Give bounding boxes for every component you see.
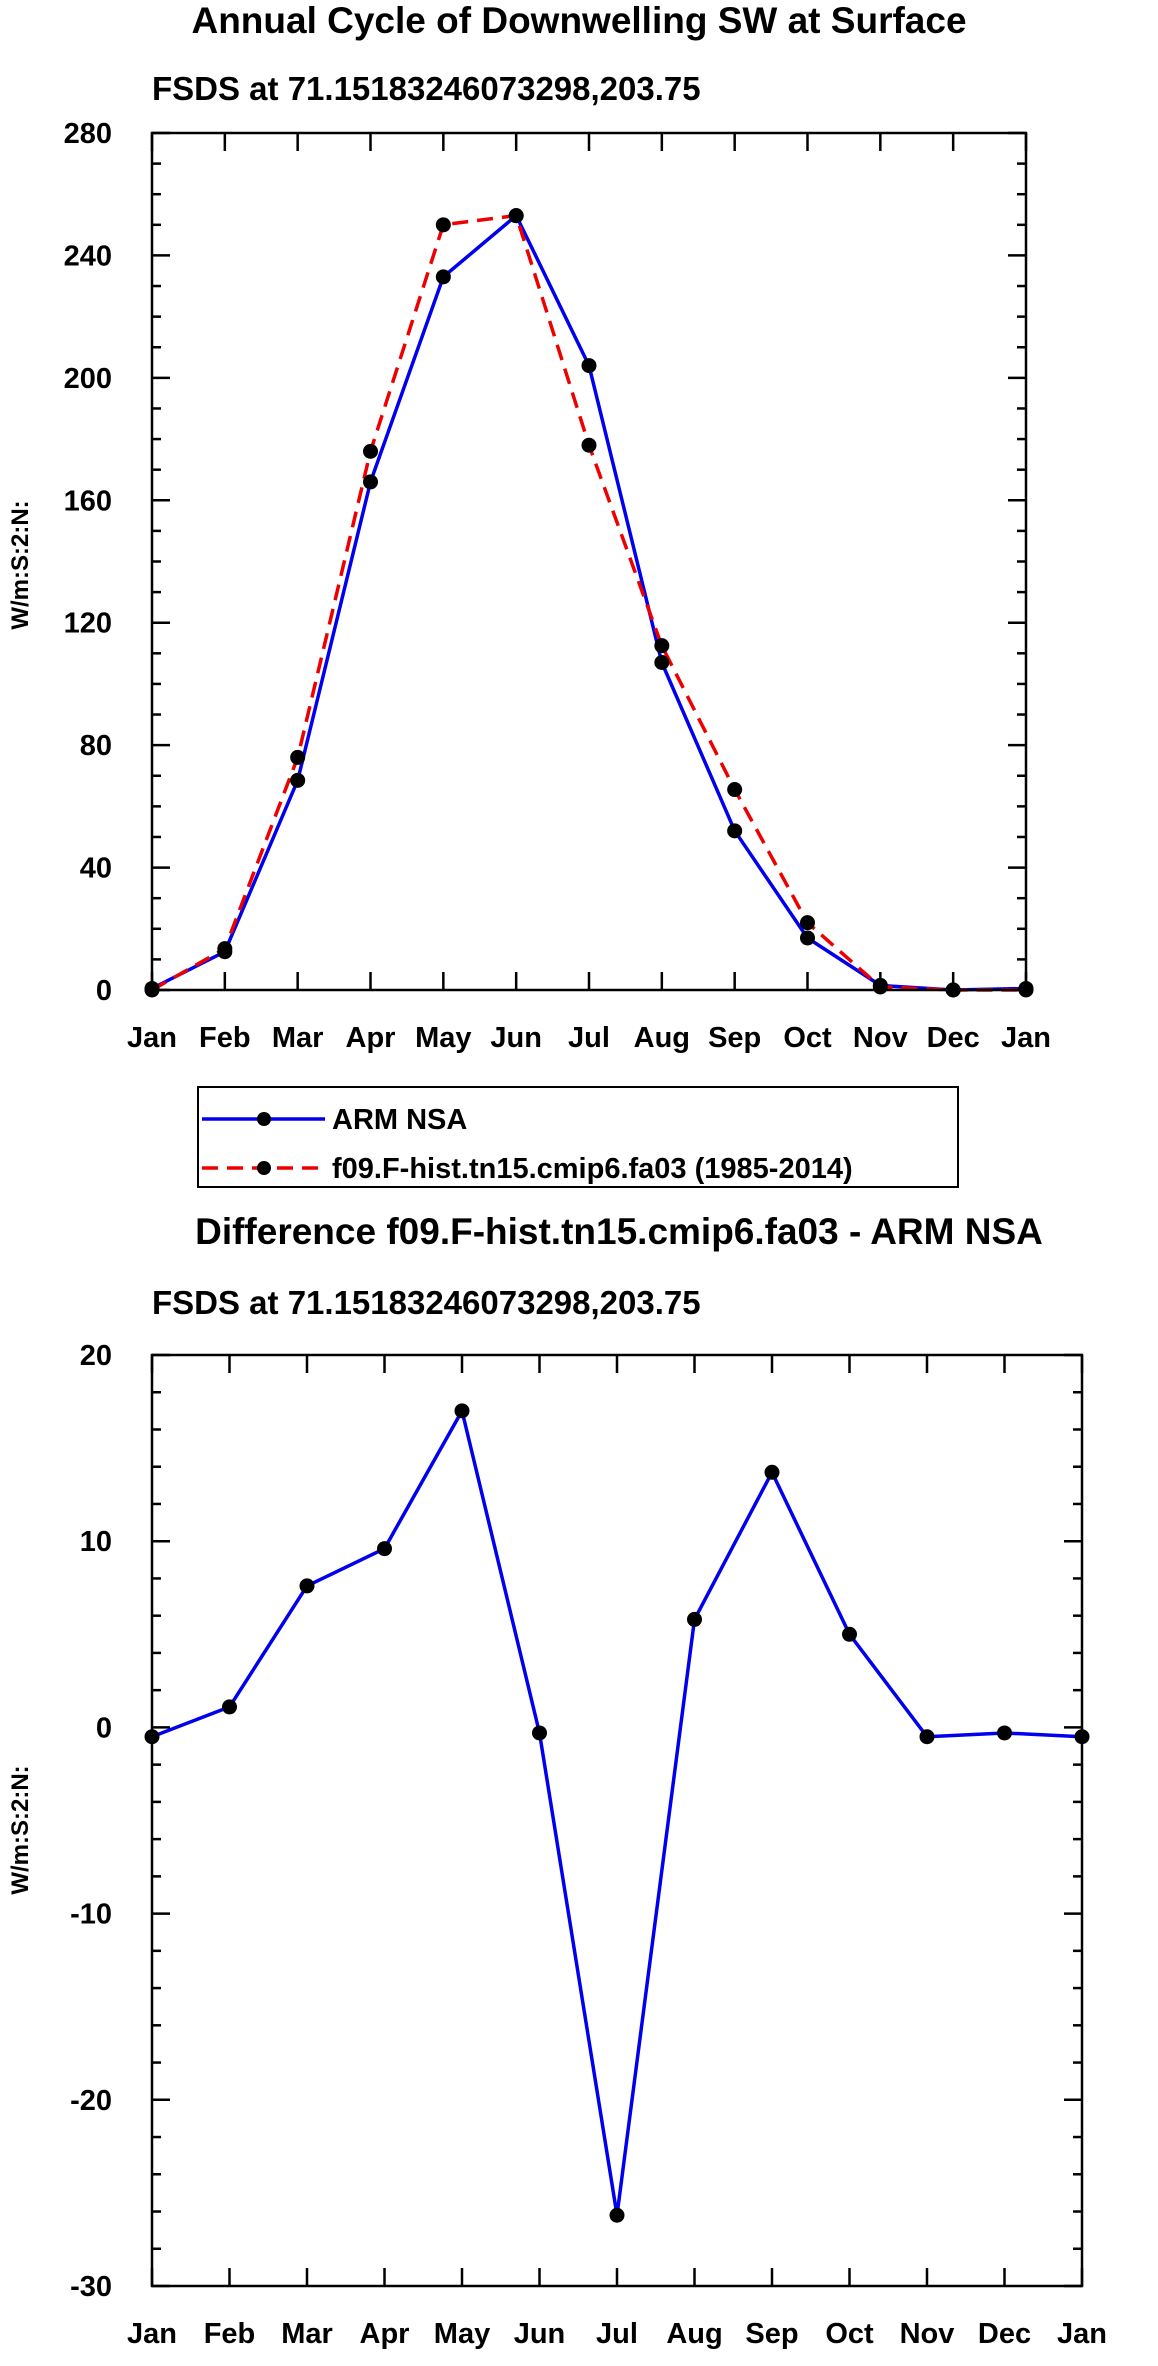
chart-1-series-1-point (290, 772, 306, 788)
chart-1-series-2-point (800, 915, 815, 931)
chart-2-x-tick-label: Dec (978, 2318, 1031, 2350)
chart-1-series-1-point (800, 930, 815, 946)
chart-1-title: Annual Cycle of Downwelling SW at Surfac… (191, 0, 966, 41)
chart-1-series-2-point (654, 638, 670, 654)
chart-2-series-1-point (454, 1403, 470, 1419)
chart-2-x-tick-label: May (434, 2318, 490, 2350)
chart-2-x-tick-label: Jan (1057, 2318, 1107, 2350)
chart-1-x-tick-label: Mar (272, 1022, 324, 1054)
chart-1-series-2-point (363, 443, 378, 459)
chart-1-y-axis-label: W/m:S:2:N: (7, 500, 34, 629)
chart-1-y-tick-labels: 0 40 80 120 160 200 240 280 (64, 118, 112, 1007)
chart-2-y-axis-label: W/m:S:2:N: (7, 1765, 34, 1894)
legend-marker-arm-nsa (257, 1112, 271, 1126)
chart-1-x-tick-label: Jan (1001, 1022, 1051, 1054)
legend-label-model: f09.F-hist.tn15.cmip6.fa03 (1985-2014) (332, 1153, 853, 1185)
chart-2-x-tick-label: Oct (825, 2318, 874, 2350)
chart-1-legend: ARM NSA f09.F-hist.tn15.cmip6.fa03 (1985… (197, 1086, 959, 1188)
chart-1-x-tick-label: Apr (346, 1022, 396, 1054)
legend-marker-model (257, 1161, 271, 1175)
chart-1-series-2-point (508, 208, 524, 224)
chart-1-series-2-point (727, 782, 743, 798)
chart-2-x-tick-label: Feb (204, 2318, 256, 2350)
chart-1-y-tick-label: 120 (64, 608, 112, 640)
chart-1-series-line-2 (151, 213, 1026, 992)
chart-2-y-tick-label: 0 (96, 1712, 112, 1744)
chart-2-series-1-point (842, 1626, 857, 1642)
chart-1-series-1-point (363, 474, 378, 490)
chart-2-series-1-point (687, 1611, 702, 1627)
chart-2-series-1-point (222, 1699, 237, 1715)
chart-1-x-tick-label: Aug (634, 1022, 690, 1054)
chart-2-y-tick-label: -30 (70, 2271, 112, 2303)
chart-1-series-2-point (581, 437, 597, 453)
legend-box (197, 1086, 959, 1188)
chart-2-x-tick-label: Aug (666, 2318, 722, 2350)
chart-2: Difference f09.F-hist.tn15.cmip6.fa03 - … (7, 1211, 1107, 2350)
chart-1-y-tick-label: 40 (80, 853, 112, 885)
chart-1-series-line-1 (151, 213, 1027, 992)
chart-2-plot-frame (150, 1353, 1084, 2288)
chart-1-x-tick-label: Sep (708, 1022, 761, 1054)
chart-1-y-tick-label: 160 (64, 485, 112, 517)
chart-1-x-tick-label: Jul (568, 1022, 610, 1054)
chart-1-series-2-point (217, 941, 233, 957)
legend-label-arm-nsa: ARM NSA (332, 1104, 467, 1136)
chart-1-series-1-point (654, 655, 670, 671)
chart-1-series-1-point (581, 358, 597, 374)
chart-2-x-tick-label: Nov (900, 2318, 955, 2350)
chart-2-x-tick-label: Jun (514, 2318, 566, 2350)
chart-2-x-tick-label: Apr (360, 2318, 410, 2350)
chart-1-series (144, 208, 1034, 998)
chart-1-plot-frame (150, 131, 1028, 992)
chart-2-y-tick-label: 20 (80, 1340, 112, 1372)
chart-2-series-1-point (377, 1541, 392, 1557)
chart-2-x-tick-label: Jul (596, 2318, 638, 2350)
chart-2-y-tick-label: -10 (70, 1899, 112, 1931)
chart-1-x-tick-label: Jun (490, 1022, 542, 1054)
chart-2-series-line-1 (151, 1409, 1083, 2217)
chart-1-x-tick-label: May (415, 1022, 471, 1054)
chart-2-series-1-point (299, 1578, 315, 1594)
chart-1: Annual Cycle of Downwelling SW at Surfac… (7, 0, 1051, 1188)
chart-1-series-2-point (435, 217, 451, 233)
chart-1-x-tick-label: Nov (853, 1022, 908, 1054)
chart-2-title: Difference f09.F-hist.tn15.cmip6.fa03 - … (195, 1211, 1043, 1252)
chart-2-y-tick-labels: -30 -20 -10 0 10 20 (70, 1340, 112, 2303)
chart-2-y-tick-label: -20 (70, 2085, 112, 2117)
chart-2-y-tick-label: 10 (80, 1526, 112, 1558)
chart-2-x-tick-label: Jan (127, 2318, 177, 2350)
chart-2-series (144, 1403, 1090, 2223)
chart-2-series-1-point (764, 1464, 780, 1480)
chart-1-ticks (150, 131, 1028, 992)
chart-1-series-2-point (290, 749, 306, 765)
chart-1-y-tick-label: 0 (96, 975, 112, 1007)
chart-1-y-tick-label: 280 (64, 118, 112, 150)
chart-2-subtitle: FSDS at 71.15183246073298,203.75 (152, 1284, 701, 1321)
chart-2-x-tick-label: Mar (281, 2318, 333, 2350)
chart-2-x-tick-labels: Jan Feb Mar Apr May Jun Jul Aug Sep Oct … (127, 2318, 1107, 2350)
chart-2-series-1-point (997, 1725, 1012, 1741)
chart-2-series-1-point (532, 1725, 547, 1741)
chart-2-x-tick-label: Sep (745, 2318, 798, 2350)
chart-1-subtitle: FSDS at 71.15183246073298,203.75 (152, 70, 701, 107)
chart-2-ticks (150, 1353, 1084, 2288)
chart-1-y-tick-label: 200 (64, 363, 112, 395)
chart-1-x-tick-labels: Jan Feb Mar Apr May Jun Jul Aug Sep Oct … (127, 1022, 1051, 1054)
chart-1-series-1-point (435, 269, 451, 285)
chart-1-y-tick-label: 80 (80, 730, 112, 762)
chart-1-series-1-point (727, 823, 743, 839)
chart-1-x-tick-label: Feb (199, 1022, 251, 1054)
chart-1-x-tick-label: Oct (783, 1022, 832, 1054)
chart-1-series-2-point (872, 979, 888, 995)
chart-2-series-1-point (609, 2207, 625, 2223)
chart-2-series-1-point (919, 1729, 935, 1745)
chart-1-y-tick-label: 240 (64, 240, 112, 272)
chart-1-x-tick-label: Dec (927, 1022, 980, 1054)
chart-1-x-tick-label: Jan (127, 1022, 177, 1054)
